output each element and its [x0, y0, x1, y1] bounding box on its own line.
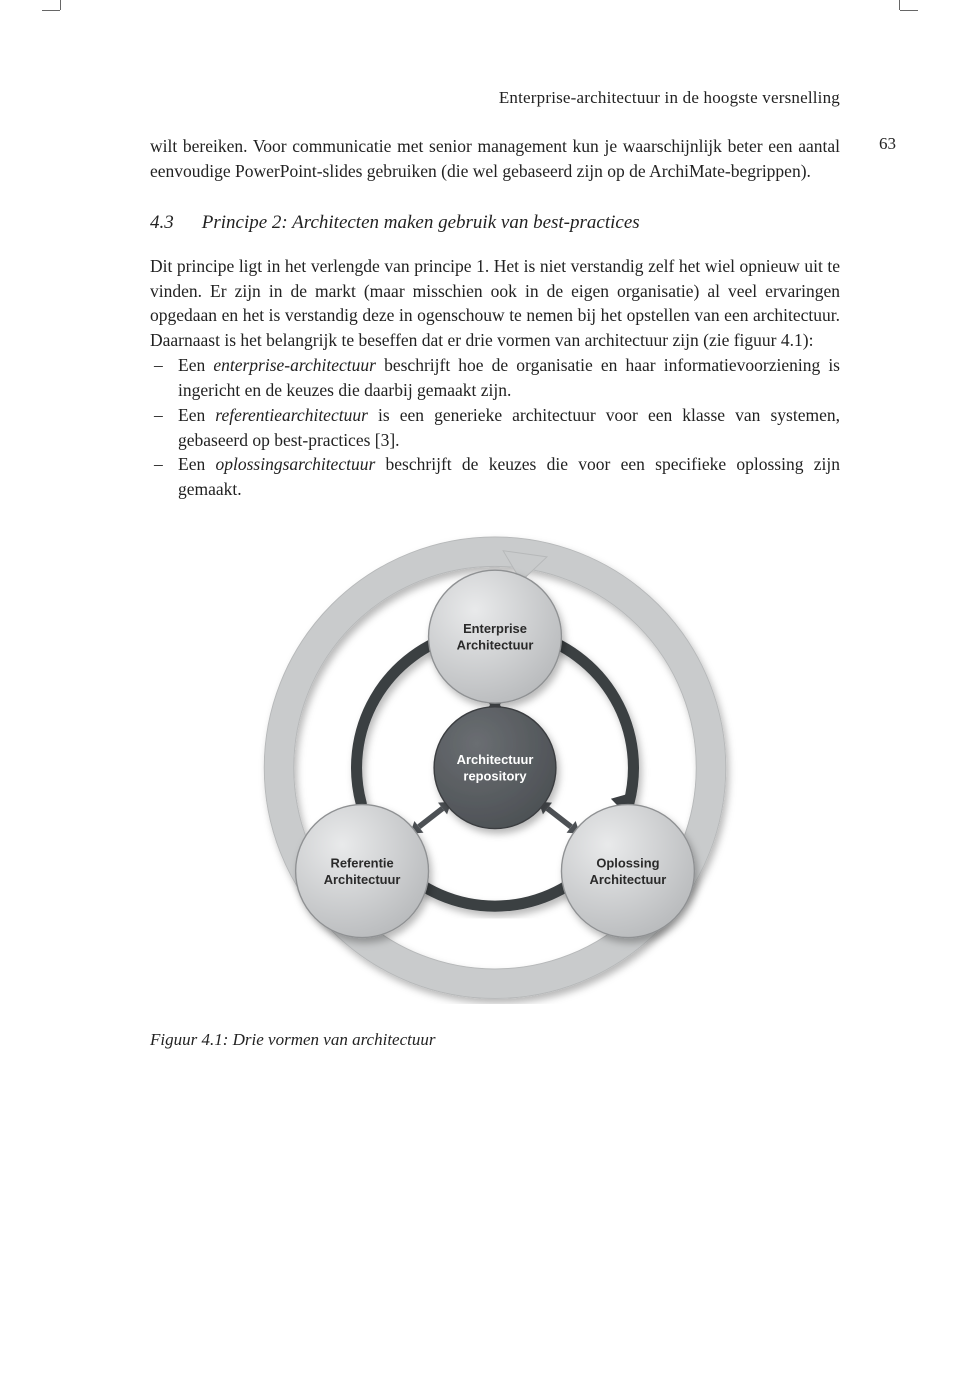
running-head: Enterprise-architectuur in de hoogste ve… [150, 88, 840, 108]
bullet-list: Een enterprise-architectuur beschrijft h… [150, 353, 840, 502]
section-heading: 4.3 Principe 2: Architecten maken gebrui… [150, 212, 840, 234]
list-item-term: referentiearchitectuur [215, 405, 368, 425]
list-item-pre: Een [178, 405, 215, 425]
crop-mark [899, 0, 900, 10]
page-number: 63 [879, 134, 896, 154]
list-item: Een referentiearchitectuur is een generi… [150, 403, 840, 453]
svg-text:repository: repository [463, 769, 527, 784]
section-body: Dit principe ligt in het verlengde van p… [150, 254, 840, 353]
crop-mark [42, 10, 60, 11]
crop-mark [900, 10, 918, 11]
list-item-term: oplossingsarchitectuur [216, 454, 376, 474]
svg-text:Oplossing: Oplossing [596, 856, 659, 871]
svg-text:Referentie: Referentie [331, 856, 394, 871]
list-item-term: enterprise-architectuur [213, 355, 376, 375]
svg-text:Architectuur: Architectuur [590, 872, 667, 887]
figure-diagram: EnterpriseArchitectuurReferentieArchitec… [215, 524, 775, 1004]
list-item: Een enterprise-architectuur beschrijft h… [150, 353, 840, 403]
figure-caption: Figuur 4.1: Drie vormen van architectuur [150, 1030, 840, 1050]
svg-text:Architectuur: Architectuur [457, 638, 534, 653]
page: Enterprise-architectuur in de hoogste ve… [0, 0, 960, 1376]
crop-mark [60, 0, 61, 10]
section-number: 4.3 [150, 212, 174, 234]
section-title: Principe 2: Architecten maken gebruik va… [202, 212, 640, 234]
figure: EnterpriseArchitectuurReferentieArchitec… [150, 524, 840, 1050]
svg-text:Architectuur: Architectuur [324, 872, 401, 887]
svg-text:Architectuur: Architectuur [457, 752, 534, 767]
list-item: Een oplossingsarchitectuur beschrijft de… [150, 452, 840, 502]
list-item-pre: Een [178, 454, 216, 474]
body-block: 63 wilt bereiken. Voor communicatie met … [150, 134, 840, 184]
svg-text:Enterprise: Enterprise [463, 621, 527, 636]
list-item-pre: Een [178, 355, 213, 375]
intro-paragraph: wilt bereiken. Voor communicatie met sen… [150, 134, 840, 184]
